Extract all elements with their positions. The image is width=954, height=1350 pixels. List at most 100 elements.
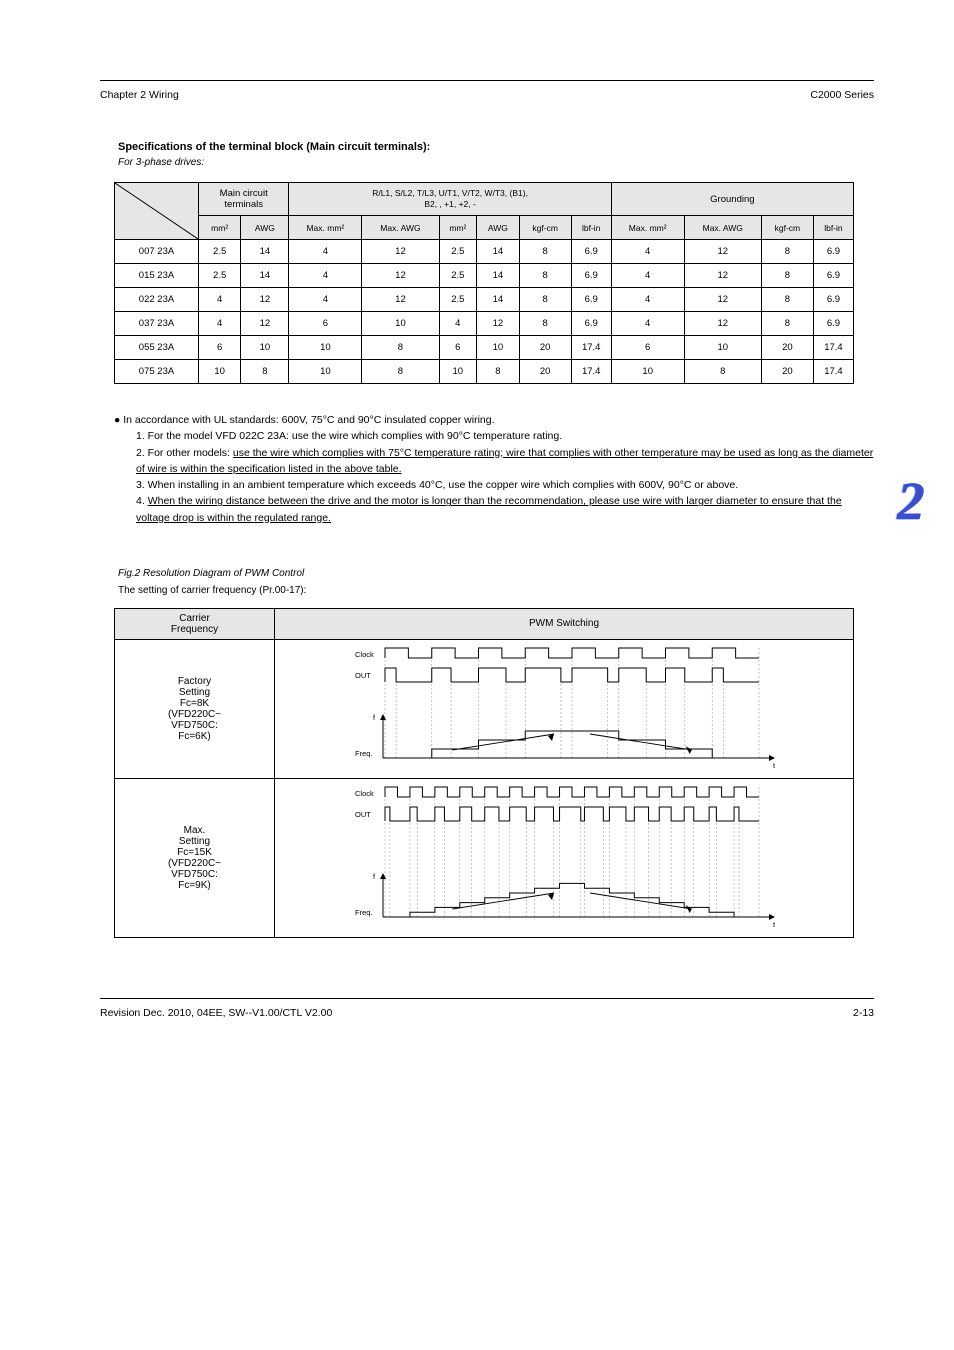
pwm-row1-chart: ClockOUTFreq.tf — [275, 639, 854, 778]
note-main: ● In accordance with UL standards: 600V,… — [114, 412, 874, 428]
value-cell: 20 — [519, 336, 571, 360]
model-cell: 037 23A — [115, 312, 199, 336]
page-footer: Revision Dec. 2010, 04EE, SW--V1.00/CTL … — [100, 1007, 874, 1019]
value-cell: 12 — [477, 312, 520, 336]
svg-text:OUT: OUT — [355, 810, 371, 819]
value-cell: 12 — [684, 312, 761, 336]
value-cell: 14 — [241, 240, 289, 264]
value-cell: 10 — [684, 336, 761, 360]
group-header-ground: Grounding — [611, 183, 853, 216]
value-cell: 2.5 — [439, 288, 477, 312]
value-cell: 20 — [761, 336, 813, 360]
chapter-number-decor: 2 — [897, 470, 924, 532]
notes-block: ● In accordance with UL standards: 600V,… — [114, 412, 874, 526]
value-cell: 4 — [611, 312, 684, 336]
sub-header: mm² — [439, 216, 477, 240]
sub-header: Max. mm² — [289, 216, 362, 240]
value-cell: 2.5 — [199, 240, 241, 264]
footer-rule — [100, 998, 874, 999]
value-cell: 4 — [611, 264, 684, 288]
value-cell: 10 — [199, 360, 241, 384]
value-cell: 8 — [241, 360, 289, 384]
value-cell: 12 — [241, 288, 289, 312]
pwm-row2-chart: ClockOUTFreq.tf — [275, 778, 854, 937]
value-cell: 12 — [241, 312, 289, 336]
value-cell: 6.9 — [813, 264, 853, 288]
svg-text:f: f — [373, 713, 376, 722]
value-cell: 10 — [241, 336, 289, 360]
value-cell: 17.4 — [813, 360, 853, 384]
value-cell: 4 — [289, 240, 362, 264]
value-cell: 14 — [241, 264, 289, 288]
value-cell: 4 — [199, 312, 241, 336]
value-cell: 14 — [477, 240, 520, 264]
value-cell: 4 — [611, 288, 684, 312]
value-cell: 6.9 — [813, 288, 853, 312]
pwm-table: Carrier Frequency PWM Switching Factory … — [114, 608, 854, 938]
value-cell: 8 — [362, 336, 439, 360]
note-item-3: 3. When installing in an ambient tempera… — [136, 477, 874, 493]
value-cell: 6.9 — [571, 240, 611, 264]
group-header-main: Main circuit terminals — [199, 183, 289, 216]
value-cell: 8 — [519, 240, 571, 264]
value-cell: 12 — [362, 264, 439, 288]
svg-text:t: t — [773, 761, 776, 770]
value-cell: 20 — [519, 360, 571, 384]
value-cell: 4 — [289, 264, 362, 288]
value-cell: 4 — [199, 288, 241, 312]
value-cell: 8 — [761, 264, 813, 288]
value-cell: 4 — [439, 312, 477, 336]
sub-header: AWG — [477, 216, 520, 240]
value-cell: 6 — [199, 336, 241, 360]
note-4-prefix: 4. — [136, 495, 148, 507]
table-corner-cell — [115, 183, 199, 240]
value-cell: 8 — [477, 360, 520, 384]
fig2-title: Fig.2 Resolution Diagram of PWM Control — [118, 568, 874, 579]
value-cell: 4 — [611, 240, 684, 264]
value-cell: 6.9 — [813, 312, 853, 336]
value-cell: 8 — [519, 264, 571, 288]
model-cell: 022 23A — [115, 288, 199, 312]
sub-header: lbf-in — [571, 216, 611, 240]
value-cell: 6 — [439, 336, 477, 360]
value-cell: 2.5 — [199, 264, 241, 288]
value-cell: 10 — [611, 360, 684, 384]
value-cell: 2.5 — [439, 240, 477, 264]
value-cell: 8 — [684, 360, 761, 384]
note-item-1: 1. For the model VFD 022C 23A: use the w… — [136, 428, 874, 444]
value-cell: 10 — [362, 312, 439, 336]
value-cell: 17.4 — [571, 360, 611, 384]
svg-text:OUT: OUT — [355, 671, 371, 680]
value-cell: 10 — [289, 360, 362, 384]
value-cell: 10 — [477, 336, 520, 360]
sub-header: Max. mm² — [611, 216, 684, 240]
sub-header: Max. AWG — [684, 216, 761, 240]
value-cell: 10 — [439, 360, 477, 384]
sub-header: AWG — [241, 216, 289, 240]
value-cell: 6.9 — [571, 312, 611, 336]
pwm-th-left: Carrier Frequency — [115, 608, 275, 639]
value-cell: 14 — [477, 288, 520, 312]
fig2-sub: The setting of carrier frequency (Pr.00-… — [118, 585, 874, 596]
svg-text:Freq.: Freq. — [355, 908, 373, 917]
pwm-th-right: PWM Switching — [275, 608, 854, 639]
value-cell: 8 — [519, 312, 571, 336]
value-cell: 17.4 — [571, 336, 611, 360]
svg-text:f: f — [373, 872, 376, 881]
sub-header: mm² — [199, 216, 241, 240]
svg-text:Clock: Clock — [355, 789, 374, 798]
value-cell: 12 — [684, 240, 761, 264]
value-cell: 6.9 — [813, 240, 853, 264]
note-4-underline: When the wiring distance between the dri… — [136, 495, 842, 523]
value-cell: 12 — [362, 240, 439, 264]
model-cell: 055 23A — [115, 336, 199, 360]
value-cell: 6 — [611, 336, 684, 360]
footer-left: Revision Dec. 2010, 04EE, SW--V1.00/CTL … — [100, 1007, 332, 1019]
value-cell: 12 — [684, 264, 761, 288]
value-cell: 10 — [289, 336, 362, 360]
sub-header: lbf-in — [813, 216, 853, 240]
svg-text:Clock: Clock — [355, 650, 374, 659]
note-2-prefix: 2. For other models: — [136, 447, 233, 459]
header-rule — [100, 80, 874, 81]
value-cell: 14 — [477, 264, 520, 288]
